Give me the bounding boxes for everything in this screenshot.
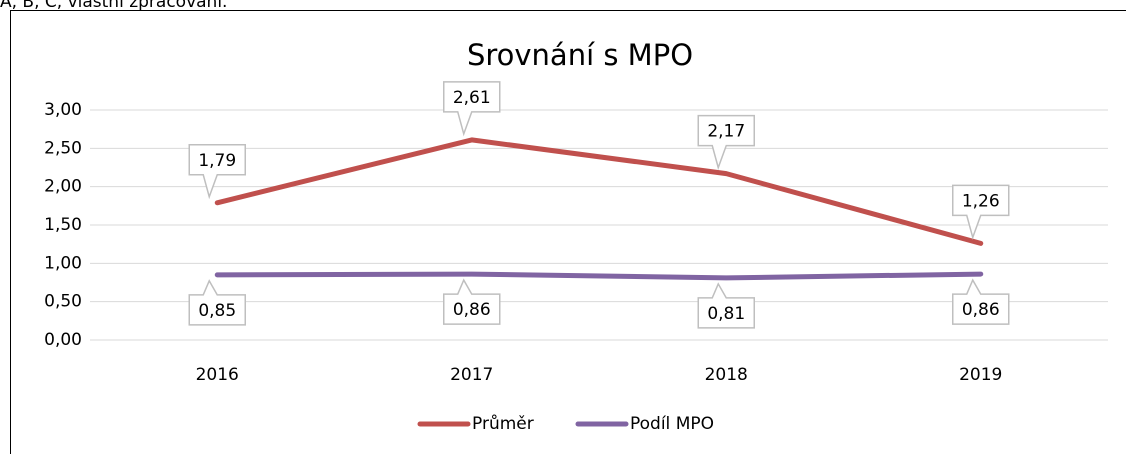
chart-title: Srovnání s MPO: [467, 38, 693, 72]
legend-label: Průměr: [472, 414, 534, 434]
data-label: 0,86: [962, 300, 1000, 320]
data-label-box: [188, 144, 246, 200]
x-tick-label: 2017: [450, 365, 493, 385]
y-tick-label: 2,50: [44, 138, 82, 158]
x-tick-label: 2016: [196, 365, 239, 385]
data-label: 1,79: [198, 151, 236, 171]
y-tick-label: 2,00: [44, 177, 82, 197]
x-tick-label: 2018: [705, 365, 748, 385]
y-tick-label: 1,50: [44, 215, 82, 235]
data-label-box: [697, 114, 755, 171]
y-tick-label: 1,00: [44, 253, 82, 273]
y-tick-label: 0,00: [44, 330, 82, 350]
series-line: [214, 271, 984, 281]
data-label-box: [443, 81, 501, 137]
data-label: 2,61: [453, 88, 491, 108]
data-label: 1,26: [962, 191, 1000, 211]
data-label-box: [188, 279, 246, 326]
source-note: A, B, C, vlastní zpracování.: [0, 0, 227, 12]
y-tick-label: 0,50: [44, 292, 82, 312]
chart-border: [10, 10, 1126, 454]
data-label-box: [952, 184, 1010, 240]
data-label-box: [697, 282, 755, 329]
data-label-box: [443, 278, 501, 325]
y-tick-label: 3,00: [44, 100, 82, 120]
series-line: [214, 137, 984, 246]
data-label-box: [952, 278, 1010, 325]
data-label: 0,85: [198, 301, 236, 321]
x-tick-label: 2019: [959, 365, 1002, 385]
data-label: 0,81: [707, 304, 745, 324]
data-label: 2,17: [707, 122, 745, 142]
data-label: 0,86: [453, 300, 491, 320]
legend-label: Podíl MPO: [630, 414, 714, 434]
